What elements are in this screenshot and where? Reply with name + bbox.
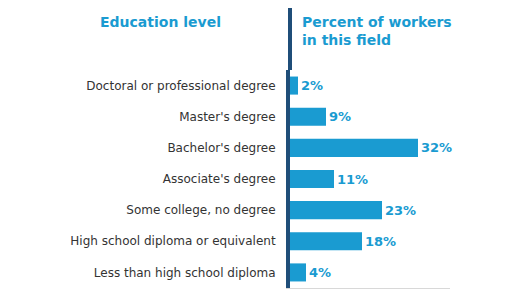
svg-text:4%: 4% xyxy=(309,265,331,280)
svg-text:Less than high school diploma: Less than high school diploma xyxy=(94,266,276,280)
svg-text:2%: 2% xyxy=(301,78,323,93)
svg-text:Master's degree: Master's degree xyxy=(179,110,275,124)
svg-text:High school diploma or equival: High school diploma or equivalent xyxy=(70,234,276,248)
svg-text:Associate's degree: Associate's degree xyxy=(163,172,276,186)
svg-text:Bachelor's degree: Bachelor's degree xyxy=(167,141,275,155)
svg-text:Education level: Education level xyxy=(100,14,221,30)
svg-text:Doctoral or professional degre: Doctoral or professional degree xyxy=(86,79,275,93)
svg-text:23%: 23% xyxy=(385,203,416,218)
svg-text:Some college, no degree: Some college, no degree xyxy=(126,203,275,217)
svg-text:18%: 18% xyxy=(365,234,396,249)
svg-text:Percent of workersin this fiel: Percent of workersin this field xyxy=(302,14,452,48)
svg-text:11%: 11% xyxy=(337,172,368,187)
svg-text:32%: 32% xyxy=(421,140,452,155)
svg-text:9%: 9% xyxy=(329,109,351,124)
